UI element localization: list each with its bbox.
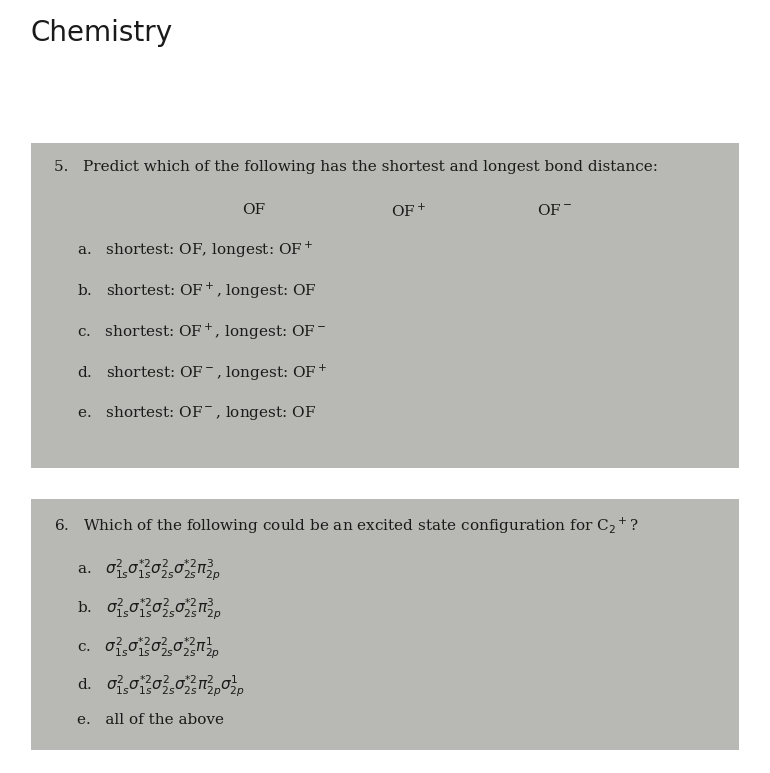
Text: Chemistry: Chemistry	[31, 19, 173, 47]
Text: 6.   Which of the following could be an excited state configuration for C$_2$$^+: 6. Which of the following could be an ex…	[54, 516, 638, 536]
Text: a.   $\sigma^2_{1s}\sigma^{*2}_{1s}\sigma^2_{2s}\sigma^{*2}_{2s}\pi^3_{2p}$: a. $\sigma^2_{1s}\sigma^{*2}_{1s}\sigma^…	[77, 558, 220, 583]
Text: b.   $\sigma^2_{1s}\sigma^{*2}_{1s}\sigma^2_{2s}\sigma^{*2}_{2s}\pi^3_{2p}$: b. $\sigma^2_{1s}\sigma^{*2}_{1s}\sigma^…	[77, 597, 221, 621]
Text: c.   $\sigma^2_{1s}\sigma^{*2}_{1s}\sigma^2_{2s}\sigma^{*2}_{2s}\pi^1_{2p}$: c. $\sigma^2_{1s}\sigma^{*2}_{1s}\sigma^…	[77, 635, 220, 660]
Text: OF: OF	[243, 203, 266, 216]
Text: OF$^+$: OF$^+$	[390, 203, 426, 220]
Text: c.   shortest: OF$^+$, longest: OF$^-$: c. shortest: OF$^+$, longest: OF$^-$	[77, 322, 326, 342]
Text: OF$^-$: OF$^-$	[537, 203, 572, 217]
Text: e.   all of the above: e. all of the above	[77, 713, 224, 727]
Text: e.   shortest: OF$^-$, longest: OF: e. shortest: OF$^-$, longest: OF	[77, 404, 316, 421]
Text: b.   shortest: OF$^+$, longest: OF: b. shortest: OF$^+$, longest: OF	[77, 281, 316, 301]
Text: d.   $\sigma^2_{1s}\sigma^{*2}_{1s}\sigma^2_{2s}\sigma^{*2}_{2s}\pi^2_{2p}\sigma: d. $\sigma^2_{1s}\sigma^{*2}_{1s}\sigma^…	[77, 674, 245, 699]
FancyBboxPatch shape	[31, 499, 739, 750]
FancyBboxPatch shape	[31, 143, 739, 468]
Text: a.   shortest: OF, longest: OF$^+$: a. shortest: OF, longest: OF$^+$	[77, 240, 313, 260]
Text: 5.   Predict which of the following has the shortest and longest bond distance:: 5. Predict which of the following has th…	[54, 160, 658, 174]
Text: d.   shortest: OF$^-$, longest: OF$^+$: d. shortest: OF$^-$, longest: OF$^+$	[77, 363, 327, 383]
